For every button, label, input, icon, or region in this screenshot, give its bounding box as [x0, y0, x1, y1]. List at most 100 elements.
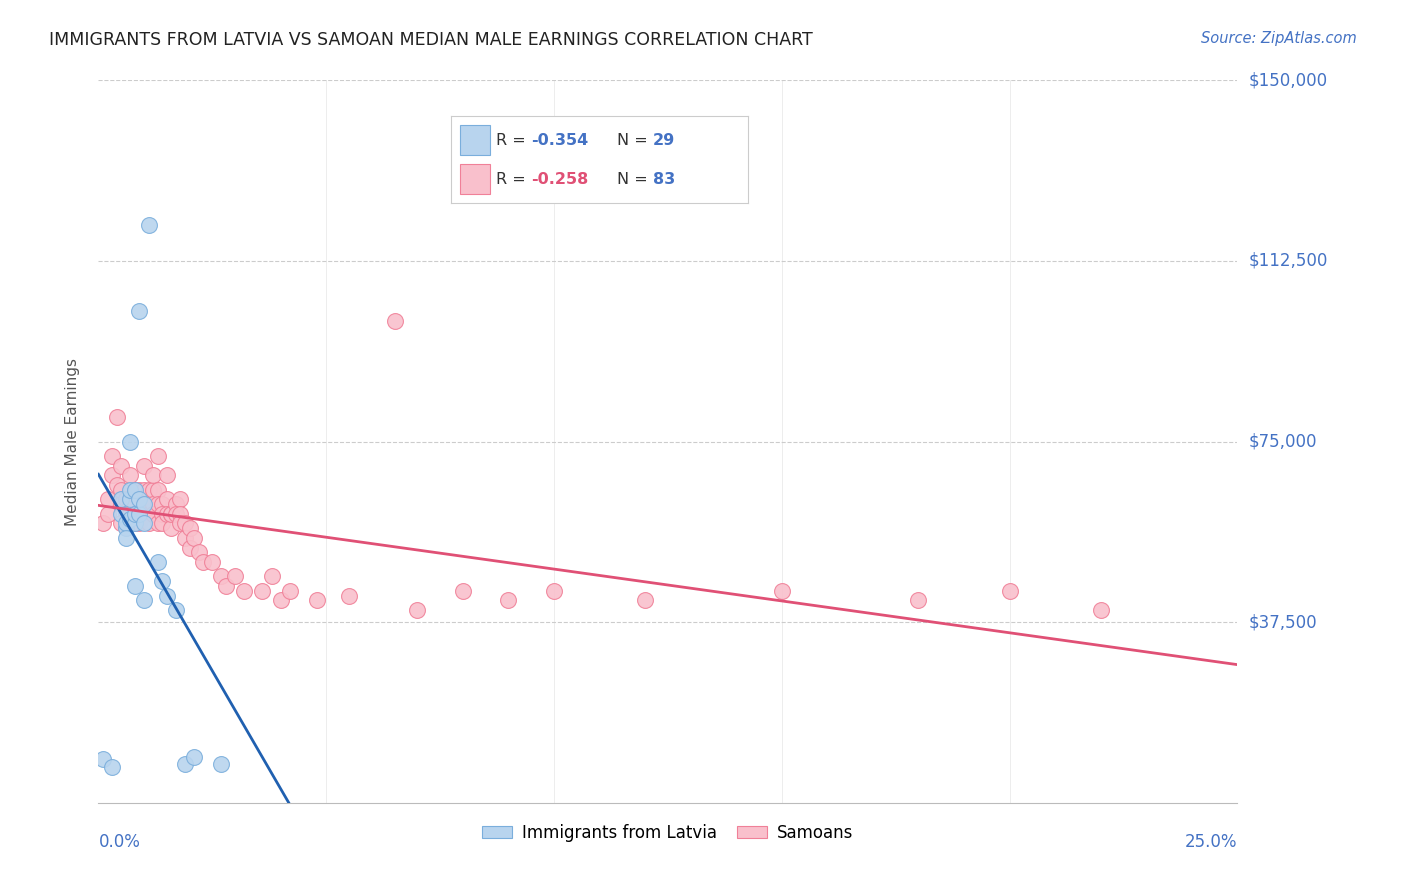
- Point: [114, 531, 136, 545]
- Point: [132, 497, 155, 511]
- Point: [174, 531, 197, 545]
- Point: [998, 583, 1021, 598]
- Point: [124, 516, 146, 531]
- Point: [128, 507, 150, 521]
- Point: [169, 492, 191, 507]
- Legend: Immigrants from Latvia, Samoans: Immigrants from Latvia, Samoans: [475, 817, 860, 848]
- Point: [142, 483, 165, 497]
- Point: [498, 593, 520, 607]
- Point: [91, 516, 114, 531]
- Text: IMMIGRANTS FROM LATVIA VS SAMOAN MEDIAN MALE EARNINGS CORRELATION CHART: IMMIGRANTS FROM LATVIA VS SAMOAN MEDIAN …: [49, 31, 813, 49]
- Point: [114, 492, 136, 507]
- Point: [124, 516, 146, 531]
- Point: [384, 314, 406, 328]
- Point: [634, 593, 657, 607]
- Point: [132, 497, 155, 511]
- Point: [120, 492, 142, 507]
- Point: [124, 483, 146, 497]
- Point: [156, 589, 179, 603]
- Point: [110, 492, 132, 507]
- Point: [150, 516, 173, 531]
- Point: [406, 603, 429, 617]
- Point: [91, 752, 114, 766]
- Point: [114, 507, 136, 521]
- Point: [209, 569, 232, 583]
- Point: [138, 516, 160, 531]
- Point: [451, 583, 474, 598]
- Point: [96, 507, 118, 521]
- Point: [110, 458, 132, 473]
- Point: [105, 478, 128, 492]
- Point: [150, 497, 173, 511]
- Y-axis label: Median Male Earnings: Median Male Earnings: [65, 358, 80, 525]
- Point: [179, 541, 201, 555]
- Point: [128, 492, 150, 507]
- Point: [132, 458, 155, 473]
- Point: [224, 569, 246, 583]
- Point: [183, 531, 205, 545]
- Point: [110, 483, 132, 497]
- Point: [174, 516, 197, 531]
- Point: [120, 468, 142, 483]
- Point: [128, 492, 150, 507]
- Point: [150, 574, 173, 589]
- Point: [150, 507, 173, 521]
- Point: [124, 483, 146, 497]
- Point: [278, 583, 301, 598]
- Point: [124, 579, 146, 593]
- Point: [146, 516, 169, 531]
- Point: [138, 218, 160, 232]
- Point: [215, 579, 238, 593]
- Text: $75,000: $75,000: [1249, 433, 1317, 450]
- Point: [120, 434, 142, 449]
- Text: Source: ZipAtlas.com: Source: ZipAtlas.com: [1201, 31, 1357, 46]
- Point: [160, 507, 183, 521]
- Text: 25.0%: 25.0%: [1185, 833, 1237, 851]
- Point: [160, 507, 183, 521]
- Text: 0.0%: 0.0%: [98, 833, 141, 851]
- Point: [128, 304, 150, 318]
- Point: [146, 497, 169, 511]
- Point: [138, 497, 160, 511]
- Point: [142, 468, 165, 483]
- Point: [169, 516, 191, 531]
- Point: [146, 449, 169, 463]
- Point: [120, 492, 142, 507]
- Point: [146, 483, 169, 497]
- Point: [146, 555, 169, 569]
- Point: [128, 483, 150, 497]
- Point: [124, 507, 146, 521]
- Point: [260, 569, 283, 583]
- Point: [543, 583, 565, 598]
- Point: [156, 468, 179, 483]
- Point: [142, 507, 165, 521]
- Point: [1090, 603, 1112, 617]
- Point: [120, 507, 142, 521]
- Point: [160, 521, 183, 535]
- Point: [307, 593, 329, 607]
- Point: [101, 468, 124, 483]
- Point: [124, 497, 146, 511]
- Point: [179, 521, 201, 535]
- Point: [96, 492, 118, 507]
- Point: [233, 583, 256, 598]
- Point: [128, 516, 150, 531]
- Point: [252, 583, 274, 598]
- Point: [165, 497, 187, 511]
- Point: [114, 521, 136, 535]
- Point: [105, 410, 128, 425]
- Point: [193, 555, 215, 569]
- Point: [132, 593, 155, 607]
- Point: [907, 593, 929, 607]
- Point: [337, 589, 360, 603]
- Point: [201, 555, 224, 569]
- Point: [169, 507, 191, 521]
- Point: [174, 757, 197, 772]
- Point: [165, 507, 187, 521]
- Point: [270, 593, 292, 607]
- Point: [132, 516, 155, 531]
- Point: [101, 449, 124, 463]
- Point: [138, 483, 160, 497]
- Point: [183, 750, 205, 764]
- Point: [110, 507, 132, 521]
